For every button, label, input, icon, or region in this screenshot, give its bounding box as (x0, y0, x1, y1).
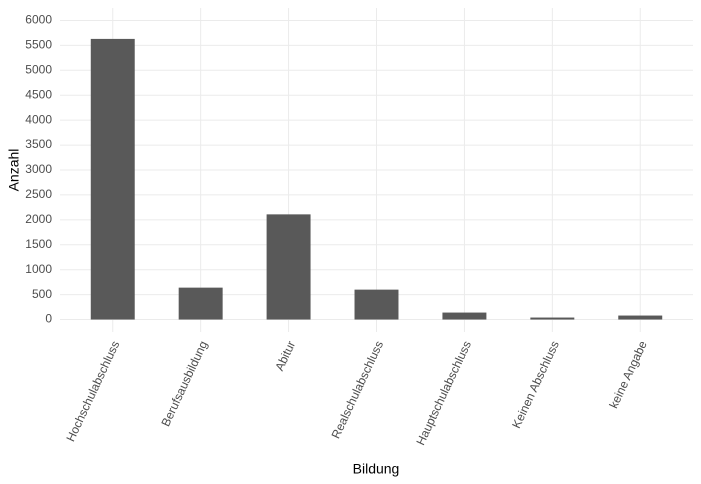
x-axis-title: Bildung (353, 461, 400, 477)
y-tick-label: 500 (32, 287, 52, 301)
bar (354, 289, 399, 320)
bar (530, 317, 575, 320)
y-axis-title: Anzahl (6, 149, 22, 192)
y-tick-label: 3000 (25, 162, 52, 176)
y-tick-label: 5500 (25, 38, 52, 52)
y-tick-label: 2000 (25, 212, 52, 226)
y-tick-label: 4000 (25, 112, 52, 126)
bar (618, 315, 663, 320)
y-tick-label: 3500 (25, 137, 52, 151)
x-tick-label: Abitur (272, 339, 298, 373)
x-tick-label: Keinen Abschluss (509, 339, 562, 431)
y-tick-label: 4500 (25, 87, 52, 101)
bar (266, 214, 311, 320)
x-tick-label: Realschulabschluss (329, 339, 387, 441)
bar (90, 38, 135, 320)
y-tick-label: 0 (45, 312, 52, 326)
y-tick-label: 2500 (25, 187, 52, 201)
x-tick-label: keine Angabe (606, 338, 650, 410)
bar (442, 312, 487, 320)
bar (178, 287, 223, 320)
x-tick-label: Hochschulabschluss (63, 339, 122, 444)
y-tick-label: 1500 (25, 237, 52, 251)
y-tick-label: 5000 (25, 62, 52, 76)
y-tick-label: 1000 (25, 262, 52, 276)
y-tick-label: 6000 (25, 13, 52, 27)
x-tick-label: Berufsausbildung (158, 339, 210, 429)
x-tick-label: Hauptschulabschluss (413, 339, 474, 448)
